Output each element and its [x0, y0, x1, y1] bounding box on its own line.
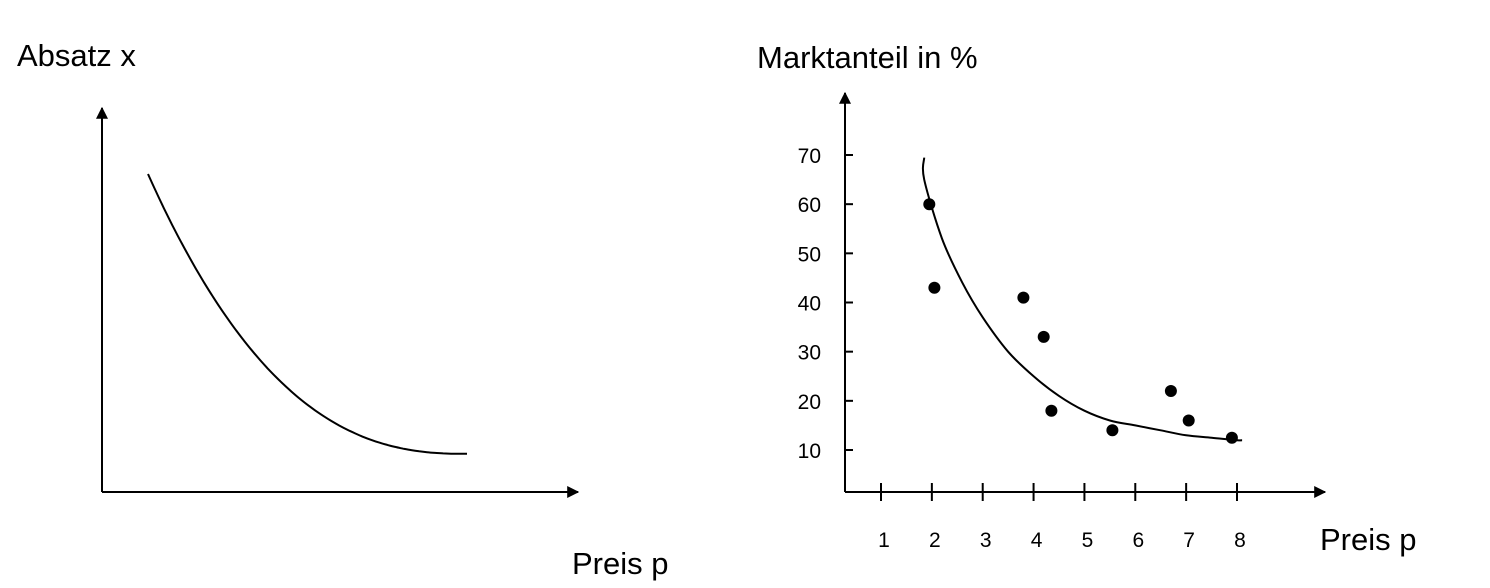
left-chart: Absatz x Preis p	[17, 38, 668, 581]
right-data-points	[923, 198, 1238, 444]
y-tick-label: 50	[798, 243, 821, 266]
right-y-ticks: 10 20 30 40 50 60 70	[798, 145, 853, 463]
right-chart: Marktanteil in % Preis p 10203040506070 …	[757, 40, 1416, 557]
data-point	[1037, 330, 1050, 343]
y-tick-label: 60	[798, 194, 821, 217]
x-tick-label: 7	[1183, 529, 1195, 552]
y-tick-label: 70	[798, 145, 821, 168]
left-y-axis-label: Absatz x	[17, 38, 136, 73]
y-tick-label: 30	[798, 342, 821, 365]
y-tick-label: 40	[798, 293, 821, 316]
y-tick-label: 20	[798, 391, 821, 414]
x-tick-label: 1	[878, 529, 890, 552]
x-tick-label: 3	[980, 529, 992, 552]
data-point	[1045, 404, 1058, 417]
data-point	[1182, 414, 1195, 427]
x-tick-label: 5	[1082, 529, 1094, 552]
left-x-axis-label: Preis p	[572, 546, 668, 581]
right-y-axis-label: Marktanteil in %	[757, 40, 978, 75]
data-point	[923, 198, 936, 211]
right-x-axis-label: Preis p	[1320, 522, 1416, 557]
left-demand-curve	[147, 173, 467, 455]
x-tick-label: 2	[929, 529, 941, 552]
data-point	[1225, 431, 1238, 444]
data-point	[1017, 291, 1030, 304]
y-tick-label: 10	[798, 440, 821, 463]
x-tick-label: 4	[1031, 529, 1043, 552]
right-trend-curve	[921, 157, 1243, 442]
x-tick-label: 6	[1132, 529, 1144, 552]
x-tick-label: 8	[1234, 529, 1246, 552]
right-x-ticks: 1 2 3 4 5 6 7 8	[878, 483, 1246, 552]
data-point	[1164, 385, 1177, 397]
data-point	[1106, 424, 1119, 437]
data-point	[928, 281, 941, 294]
